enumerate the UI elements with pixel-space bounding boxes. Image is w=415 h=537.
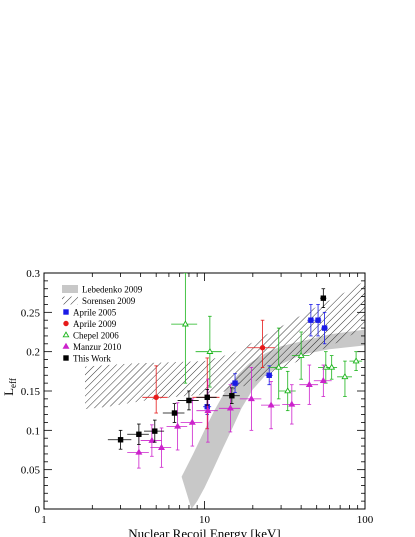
data-point bbox=[232, 380, 238, 386]
data-point bbox=[275, 363, 283, 370]
data-point bbox=[305, 380, 313, 387]
data-point bbox=[320, 295, 327, 301]
y-axis-label-sub: eff bbox=[8, 378, 18, 388]
legend-marker-this-work bbox=[63, 355, 69, 361]
data-point bbox=[188, 418, 196, 425]
y-axis-label: Leff bbox=[1, 378, 18, 396]
data-point bbox=[148, 436, 156, 443]
data-point bbox=[117, 437, 124, 443]
series-chepel-2006 bbox=[171, 273, 363, 412]
data-point bbox=[186, 397, 192, 404]
data-point bbox=[308, 317, 314, 323]
data-point bbox=[204, 394, 210, 400]
data-point bbox=[229, 393, 235, 399]
data-point bbox=[158, 443, 165, 450]
legend-marker-chepel-2006 bbox=[62, 331, 70, 338]
data-point bbox=[266, 372, 272, 378]
band-sorensen-2009 bbox=[85, 280, 365, 410]
x-axis-label: Nuclear Recoil Energy [keV] bbox=[128, 526, 280, 537]
bands-layer bbox=[85, 280, 365, 509]
legend-label-chepel-2006: Chepel 2006 bbox=[73, 331, 119, 341]
y-tick-label: 0.3 bbox=[26, 268, 40, 280]
legend-marker-manzur-2010 bbox=[62, 342, 70, 349]
data-point bbox=[226, 404, 234, 411]
x-tick-label: 10 bbox=[199, 514, 211, 526]
axis-labels: Nuclear Recoil Energy [keV] Leff bbox=[1, 378, 281, 537]
data-point bbox=[181, 320, 189, 327]
legend-label-sorensen-2009: Sorensen 2009 bbox=[82, 296, 136, 306]
data-point bbox=[267, 401, 275, 408]
data-point bbox=[297, 351, 305, 358]
legend-label-aprile-2005: Aprile 2005 bbox=[73, 308, 117, 318]
legend-label-this-work: This Work bbox=[73, 354, 111, 364]
data-point bbox=[152, 428, 158, 434]
x-tick-label: 100 bbox=[357, 514, 374, 526]
axis-ticks: 1 10 100 0 0.05 0.1 0.15 0.2 0.25 0.3 bbox=[21, 268, 374, 526]
data-point bbox=[135, 448, 143, 455]
data-point bbox=[206, 347, 214, 354]
y-axis-label-main: L bbox=[1, 388, 16, 396]
y-tick-label: 0 bbox=[35, 504, 41, 516]
data-point bbox=[352, 357, 360, 364]
data-point bbox=[328, 363, 336, 370]
legend-marker-aprile-2005 bbox=[63, 309, 69, 315]
data-point bbox=[341, 372, 349, 380]
y-tick-label: 0.05 bbox=[21, 465, 41, 477]
legend-marker-aprile-2009 bbox=[63, 320, 69, 327]
data-point bbox=[288, 400, 296, 407]
data-point bbox=[136, 431, 142, 437]
y-tick-label: 0.15 bbox=[21, 386, 41, 398]
legend-label-manzur-2010: Manzur 2010 bbox=[73, 342, 122, 352]
data-point bbox=[204, 406, 212, 413]
y-tick-label: 0.1 bbox=[26, 425, 40, 437]
series-this-work bbox=[107, 288, 327, 450]
y-tick-label: 0.25 bbox=[21, 307, 41, 319]
legend-swatch-sorensen-2009 bbox=[62, 296, 78, 305]
legend-swatch-lebedenko-2009 bbox=[62, 285, 78, 293]
data-point bbox=[171, 410, 178, 416]
data-point bbox=[319, 376, 327, 384]
y-tick-label: 0.2 bbox=[26, 347, 40, 359]
data-point bbox=[259, 345, 266, 351]
data-point bbox=[247, 395, 255, 402]
series-layer bbox=[107, 273, 363, 469]
data-point bbox=[315, 317, 321, 323]
data-point bbox=[322, 363, 330, 370]
legend-label-aprile-2009: Aprile 2009 bbox=[73, 319, 117, 329]
data-point bbox=[321, 325, 328, 331]
series-manzur-2010 bbox=[127, 364, 332, 469]
data-point bbox=[284, 387, 292, 394]
data-point bbox=[174, 422, 182, 429]
legend-label-lebedenko-2009: Lebedenko 2009 bbox=[82, 285, 143, 295]
x-tick-label: 1 bbox=[41, 514, 47, 526]
data-point bbox=[153, 394, 159, 400]
